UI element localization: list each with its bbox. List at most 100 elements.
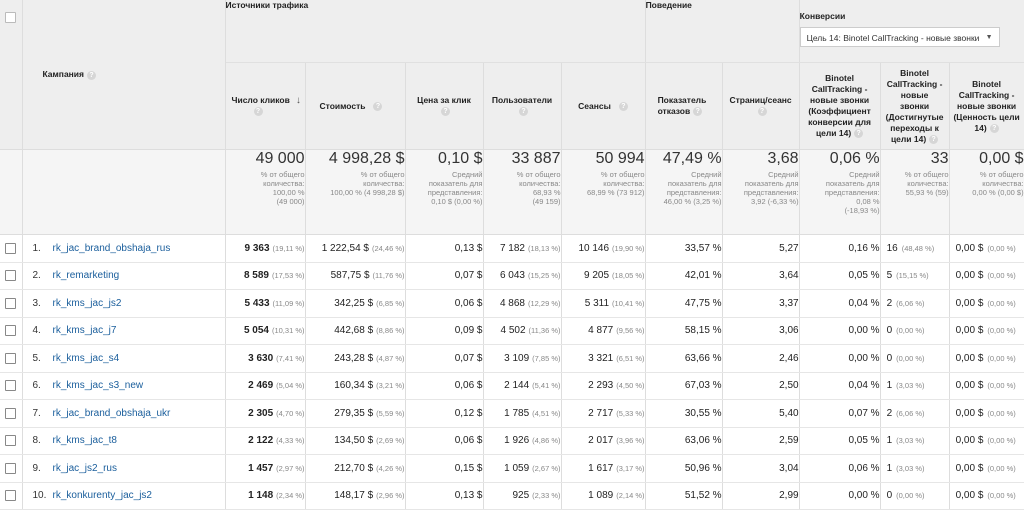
conv-rate-value: 0,00 % xyxy=(848,490,880,502)
campaign-link[interactable]: rk_jac_js2_rus xyxy=(52,462,117,474)
cpc-header[interactable]: Цена за клик? xyxy=(405,62,484,150)
users-value: 925 xyxy=(512,490,530,502)
users-pct: (11,36 %) xyxy=(528,326,561,336)
help-icon[interactable]: ? xyxy=(253,107,263,117)
row-checkbox[interactable] xyxy=(5,462,17,474)
cost-pct: (4,87 %) xyxy=(376,353,405,363)
pages-value: 3,64 xyxy=(779,270,799,282)
help-icon[interactable]: ? xyxy=(87,70,96,80)
goal-value-pct: (0,00 %) xyxy=(987,326,1016,336)
row-checkbox[interactable] xyxy=(5,242,17,254)
help-icon[interactable]: ? xyxy=(989,123,999,133)
row-index: 8. xyxy=(32,435,41,447)
total-pages-value: 3,68 xyxy=(767,150,799,167)
row-checkbox[interactable] xyxy=(5,270,17,282)
row-index: 5. xyxy=(32,352,41,364)
users-pct: (4,86 %) xyxy=(532,436,561,446)
bounce-cell: 63,66 % xyxy=(645,344,723,373)
campaign-link[interactable]: rk_konkurenty_jac_js2 xyxy=(52,490,153,502)
campaign-header[interactable]: Кампания? xyxy=(22,0,226,150)
select-all-checkbox[interactable] xyxy=(5,12,17,24)
pages-cell: 2,99 xyxy=(722,482,800,510)
total-sub: % от общего xyxy=(904,170,949,179)
sessions-cell: 2 293 (4,50 %) xyxy=(561,372,646,400)
sessions-cell: 2 017 (3,96 %) xyxy=(561,427,646,455)
help-icon[interactable]: ? xyxy=(757,107,767,117)
clicks-value: 3 630 xyxy=(248,352,274,364)
goal-value-header[interactable]: Binotel CallTracking - новые звонки (Цен… xyxy=(949,62,1024,150)
help-icon[interactable]: ? xyxy=(519,107,528,117)
row-checkbox[interactable] xyxy=(5,380,17,392)
users-cell: 6 043 (15,25 %) xyxy=(483,262,562,290)
cost-pct: (24,46 %) xyxy=(371,243,405,253)
help-icon[interactable]: ? xyxy=(373,101,383,111)
goal-compl-cell: 16 (48,48 %) xyxy=(880,234,950,263)
campaign-link[interactable]: rk_kms_jac_s3_new xyxy=(52,380,144,392)
campaign-link[interactable]: rk_kms_jac_t8 xyxy=(52,435,117,447)
users-cell: 1 059 (2,67 %) xyxy=(483,454,562,483)
help-icon[interactable]: ? xyxy=(693,107,703,117)
goal-completions-header[interactable]: Binotel CallTracking - новые звонки (Дос… xyxy=(880,62,950,150)
clicks-pct: (11,09 %) xyxy=(272,298,305,308)
sessions-pct: (3,17 %) xyxy=(616,463,645,473)
total-cpc-value: 0,10 $ xyxy=(438,150,483,167)
bounce-cell: 42,01 % xyxy=(645,262,723,290)
users-value: 1 926 xyxy=(504,435,530,447)
users-header[interactable]: Пользователи? xyxy=(483,62,562,150)
total-sub: количества: xyxy=(603,179,645,188)
sort-arrow-down-icon[interactable]: ↓ xyxy=(295,95,301,106)
bounce-cell: 63,06 % xyxy=(645,427,723,455)
goal-value-pct: (0,00 %) xyxy=(987,436,1016,446)
row-checkbox[interactable] xyxy=(5,407,17,419)
help-icon[interactable]: ? xyxy=(929,134,939,144)
bounce-value: 63,06 % xyxy=(684,435,722,447)
conv-rate-value: 0,00 % xyxy=(848,352,880,364)
campaign-link[interactable]: rk_kms_jac_j7 xyxy=(52,325,117,337)
sessions-header[interactable]: Сеансы? xyxy=(561,62,646,150)
cost-pct: (5,59 %) xyxy=(376,408,405,418)
traffic-group-header: Источники трафика xyxy=(225,0,646,63)
clicks-header-label: Число кликов xyxy=(231,95,290,105)
clicks-cell: 2 122 (4,33 %) xyxy=(225,427,306,455)
total-sessions-value: 50 994 xyxy=(595,150,645,167)
campaign-header-label: Кампания xyxy=(42,69,85,80)
help-icon[interactable]: ? xyxy=(854,129,864,139)
goal-value-value: 0,00 $ xyxy=(955,352,984,364)
campaign-link[interactable]: rk_jac_brand_obshaja_rus xyxy=(52,242,171,254)
row-checkbox[interactable] xyxy=(5,325,17,337)
campaign-link[interactable]: rk_kms_jac_s4 xyxy=(52,352,120,364)
goal-value-cell: 0,00 $ (0,00 %) xyxy=(949,454,1024,483)
bounce-value: 63,66 % xyxy=(684,352,722,364)
campaign-link[interactable]: rk_remarketing xyxy=(52,270,120,282)
help-icon[interactable]: ? xyxy=(618,101,628,111)
campaign-link[interactable]: rk_kms_jac_js2 xyxy=(52,297,122,309)
goal-compl-label-5: (Достигнутые xyxy=(885,111,944,122)
campaign-link[interactable]: rk_jac_brand_obshaja_ukr xyxy=(52,407,171,419)
total-sub: количества: xyxy=(519,179,561,188)
goal-compl-pct: (0,00 %) xyxy=(896,326,925,336)
goal-compl-cell: 2 (6,06 %) xyxy=(880,289,950,318)
help-icon[interactable]: ? xyxy=(441,107,450,117)
total-sub: Средний xyxy=(849,170,880,179)
campaign-cell: 1. rk_jac_brand_obshaja_rus xyxy=(22,234,226,263)
cpc-cell: 0,07 $ xyxy=(405,344,484,373)
row-checkbox[interactable] xyxy=(5,352,17,364)
pages-per-session-header[interactable]: Страниц/сеанс? xyxy=(722,62,800,150)
campaign-cell: 7. rk_jac_brand_obshaja_ukr xyxy=(22,399,226,428)
clicks-header[interactable]: Число кликов ↓? xyxy=(225,62,306,150)
goal-compl-cell: 0 (0,00 %) xyxy=(880,482,950,510)
conv-rate-header[interactable]: Binotel CallTracking - новые звонки (Коэ… xyxy=(799,62,881,150)
total-sub: % от общего xyxy=(600,170,645,179)
conv-rate-cell: 0,00 % xyxy=(799,344,881,373)
cost-value: 243,28 $ xyxy=(334,352,374,364)
goal-select-dropdown[interactable]: Цель 14: Binotel CallTracking - новые зв… xyxy=(799,27,1000,47)
cost-header[interactable]: Стоимость? xyxy=(305,62,406,150)
row-checkbox[interactable] xyxy=(5,297,17,309)
row-checkbox[interactable] xyxy=(5,435,17,447)
total-goal-completions: 33 % от общего количества: 55,93 % (59) xyxy=(880,149,950,235)
table-row: 4. rk_kms_jac_j7 5 054 (10,31 %) 442,68 $(… xyxy=(0,317,1024,345)
row-checkbox[interactable] xyxy=(5,490,17,502)
bounce-rate-header[interactable]: Показатель отказов? xyxy=(645,62,723,150)
users-value: 3 109 xyxy=(504,352,530,364)
table-row: 1. rk_jac_brand_obshaja_rus 9 363 (19,11 %… xyxy=(0,234,1024,263)
